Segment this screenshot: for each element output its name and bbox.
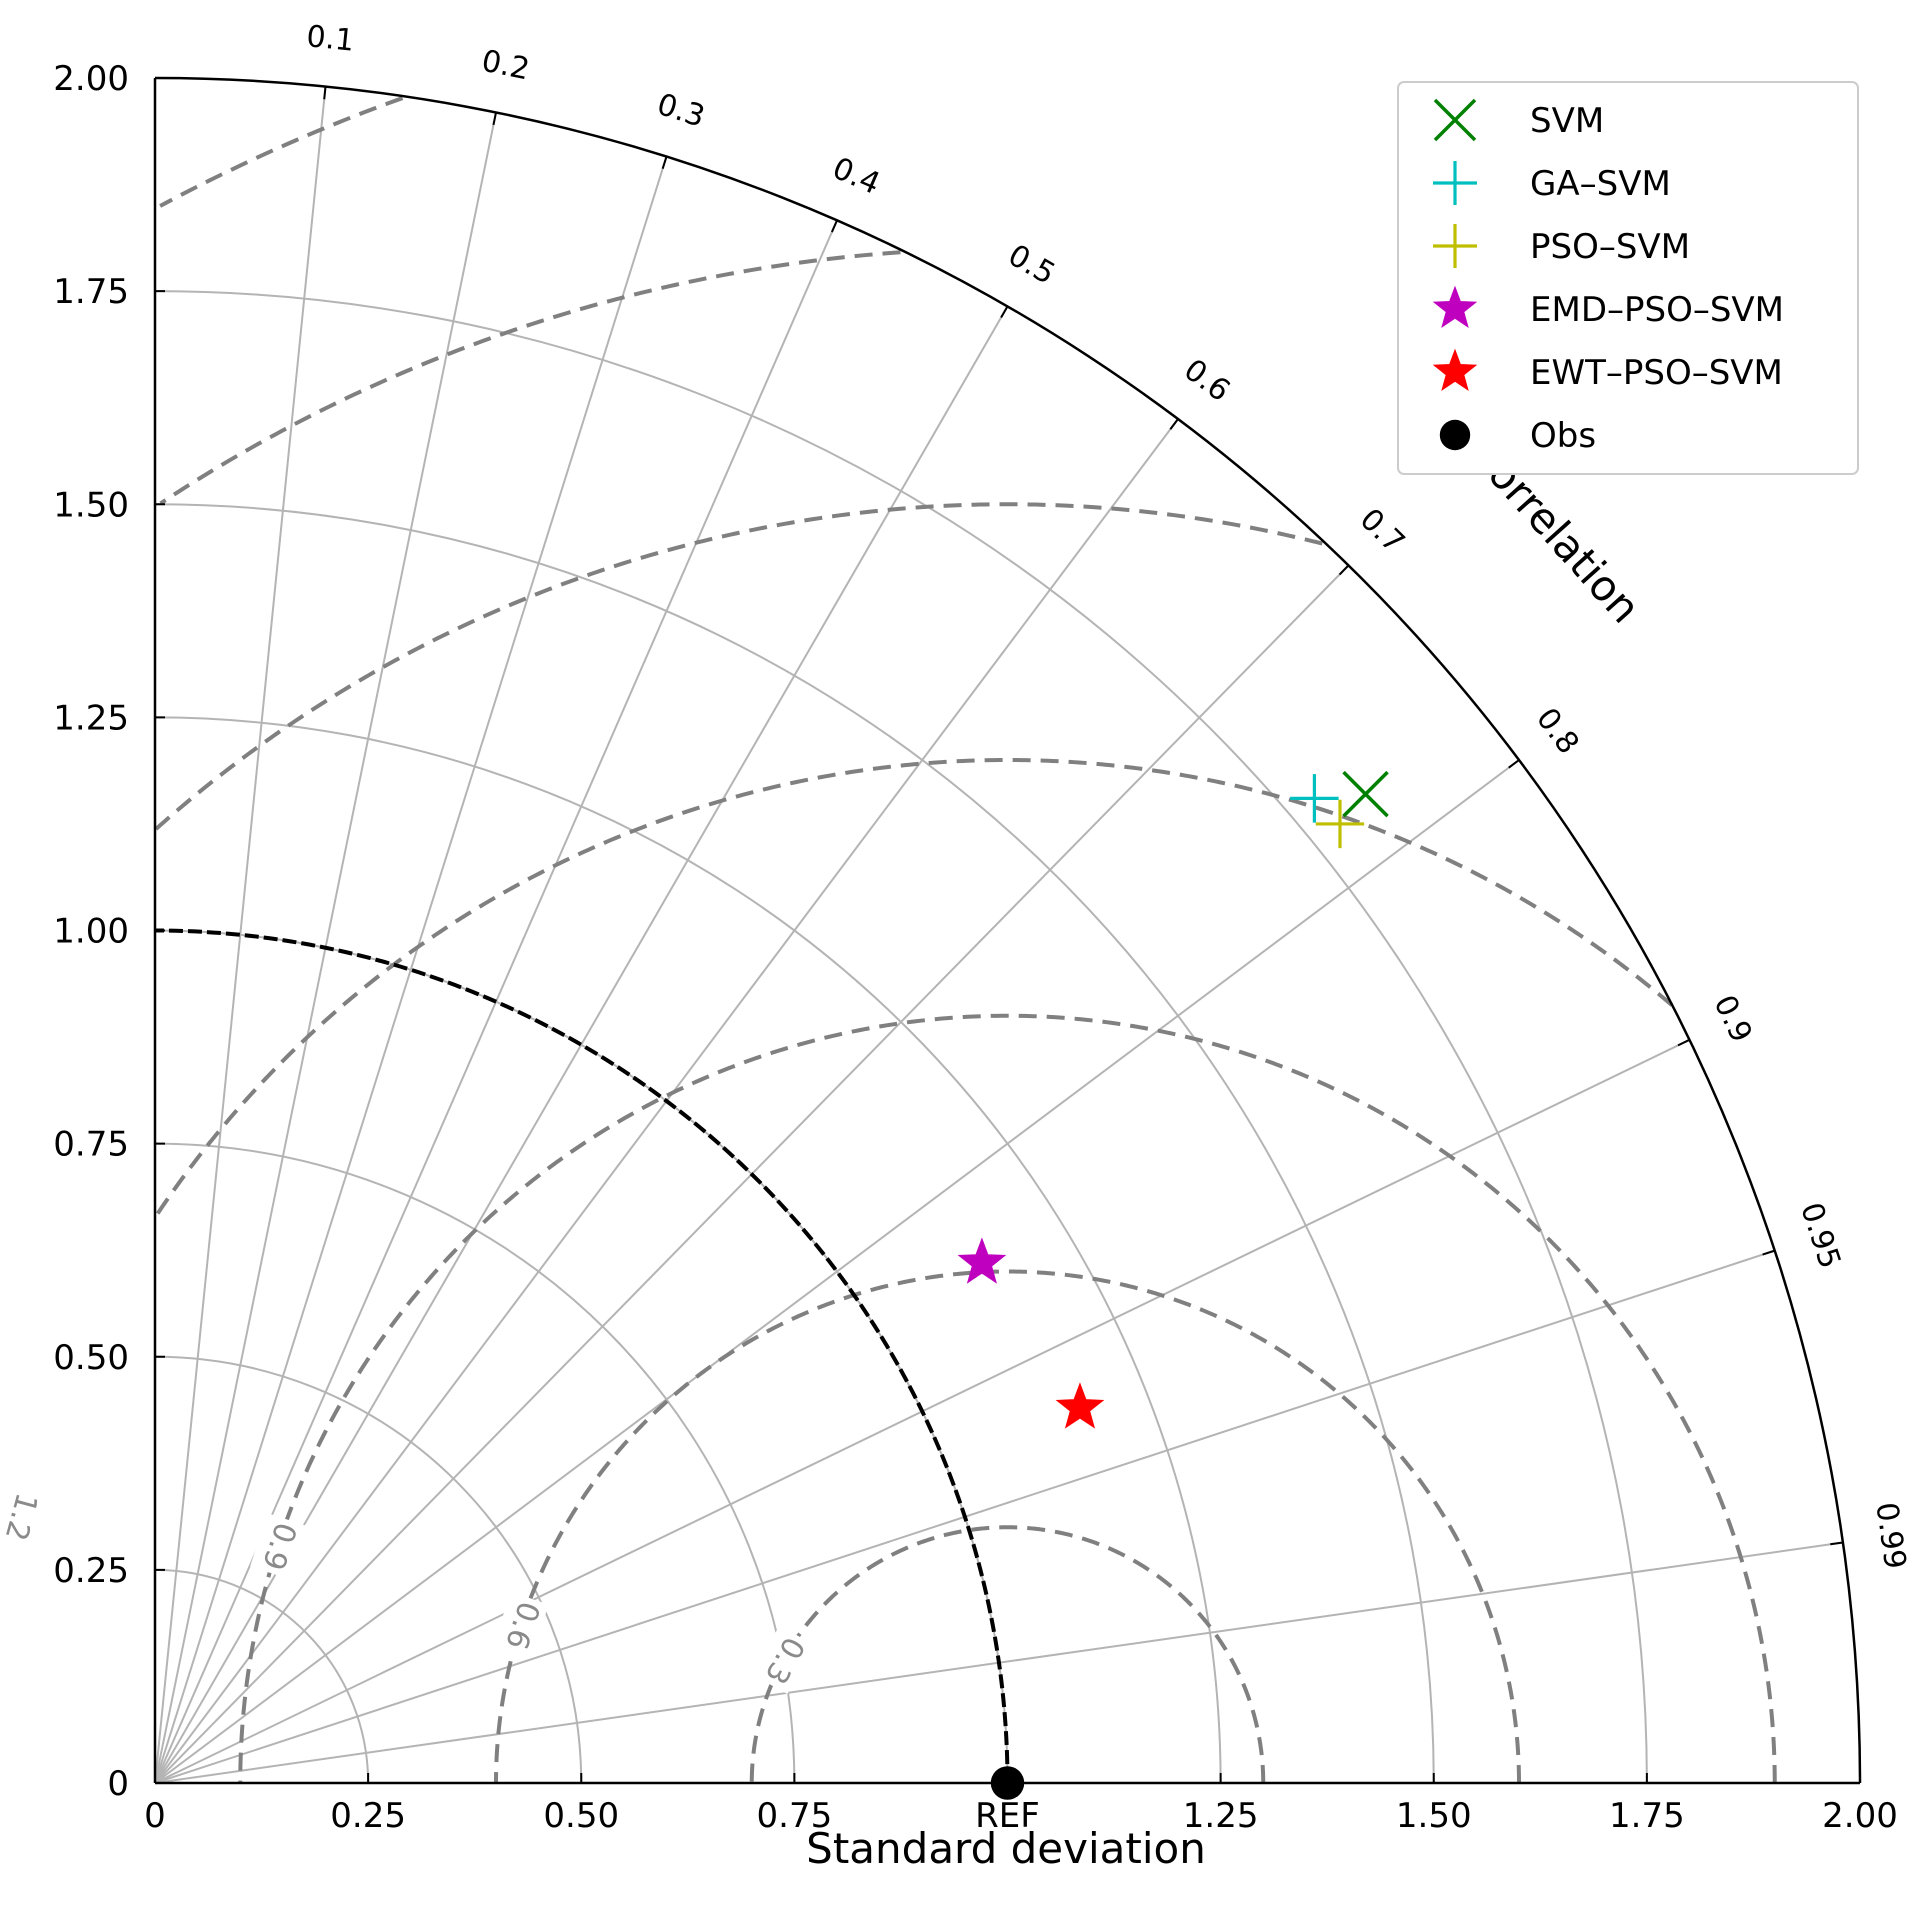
legend-marker-+ — [1433, 161, 1477, 205]
rms-label-background — [250, 1513, 306, 1579]
legend-marker-star — [1432, 285, 1478, 328]
y-tick-label: 1.50 — [53, 485, 129, 525]
legend-marker-x — [1433, 98, 1477, 142]
y-tick-label: 0.75 — [53, 1125, 129, 1165]
x-tick-label: 1.75 — [1609, 1796, 1685, 1836]
data-point-+ — [1315, 799, 1365, 849]
y-tick-label: 1.75 — [53, 272, 129, 312]
data-point-star — [1055, 1382, 1105, 1429]
correlation-tick-label: 0.5 — [1002, 238, 1061, 292]
correlation-tick — [1169, 418, 1179, 430]
rms-label-background — [752, 1625, 815, 1694]
legend-label: SVM — [1530, 101, 1604, 141]
data-point-star — [957, 1237, 1007, 1284]
legend-label: EMD–PSO–SVM — [1530, 290, 1784, 330]
outer-arc — [154, 76, 1862, 1784]
rms-contours — [155, 96, 1777, 1783]
correlation-grid-line — [154, 156, 668, 1784]
data-point-x — [1342, 770, 1389, 818]
correlation-tick-label: 0.99 — [1868, 1500, 1912, 1571]
correlation-tick — [1338, 564, 1350, 576]
legend-label: PSO–SVM — [1530, 227, 1690, 267]
x-tick-label: 1.50 — [1396, 1796, 1472, 1836]
x-tick-label: 2.00 — [1822, 1796, 1898, 1836]
legend-marker-+ — [1433, 224, 1477, 268]
data-point-+ — [1290, 774, 1339, 823]
rms-contour — [749, 1525, 1266, 1783]
correlation-grid-line — [154, 86, 327, 1784]
std-grid-arcs — [154, 290, 1648, 1784]
correlation-tick-labels: 0.1 0.2 0.3 0.4 0.5 0.6 0.7 0.8 0.9 0.95 0.99 — [305, 19, 1913, 1571]
correlation-tick-label: 0.95 — [1793, 1198, 1847, 1272]
legend-label: EWT–PSO–SVM — [1530, 353, 1783, 393]
std-grid-arc — [154, 1568, 370, 1784]
rms-label-background — [0, 1484, 47, 1549]
y-tick-label: 0.50 — [53, 1338, 129, 1378]
std-grid-arc — [154, 716, 1222, 1784]
correlation-tick — [323, 86, 327, 100]
std-grid-arc — [154, 1355, 583, 1784]
correlation-tick-label: 0.2 — [479, 44, 533, 88]
correlation-tick-label: 0.7 — [1353, 502, 1412, 560]
correlation-tick-label: 0.4 — [827, 151, 885, 202]
y-tick-label: 0.25 — [53, 1551, 129, 1591]
correlation-tick — [1508, 759, 1520, 769]
rms-contour — [155, 757, 1674, 1216]
y-tick-label: 2.00 — [53, 59, 129, 99]
correlation-tick — [492, 112, 497, 126]
correlation-tick-label: 0.6 — [1177, 352, 1236, 409]
x-tick-label: 0.25 — [330, 1796, 406, 1836]
legend-marker-circle — [1439, 419, 1471, 451]
legend-marker-star — [1432, 348, 1478, 391]
data-point-circle — [990, 1766, 1025, 1800]
std-grid-arc — [154, 1142, 796, 1784]
reference-std-arc — [154, 928, 1010, 1784]
correlation-tick — [830, 219, 838, 233]
correlation-tick — [1677, 1038, 1690, 1047]
correlation-tick — [1762, 1249, 1776, 1256]
x-axis-title: Standard deviation — [806, 1824, 1206, 1873]
axis-ticks: 0 0.25 0.50 0.75 REF 1.25 1.50 1.75 2.00 0 0.25 0.5… — [53, 59, 1898, 1836]
legend-box — [1397, 81, 1859, 475]
data-points — [957, 770, 1389, 1800]
y-tick-label: 1.00 — [53, 912, 129, 952]
legend-label: GA–SVM — [1530, 164, 1671, 204]
legend: SVM GA–SVM PSO–SVM EMD–PSO–SVM EWT–PSO–SVM Ob… — [1397, 81, 1859, 475]
correlation-tick-label: 0.1 — [305, 19, 356, 59]
y-tick-label: 0 — [107, 1764, 129, 1804]
rms-label-background — [493, 1592, 549, 1658]
x-tick-label: REF — [975, 1796, 1040, 1836]
legend-label: Obs — [1530, 416, 1596, 456]
x-tick-label: 0.75 — [757, 1796, 833, 1836]
std-grid-arc — [154, 503, 1435, 1784]
y-tick-label: 1.25 — [53, 698, 129, 738]
correlation-tick — [1830, 1541, 1844, 1546]
correlation-tick-label: 0.8 — [1529, 702, 1586, 761]
correlation-tick-label: 0.9 — [1706, 990, 1758, 1048]
rms-contour — [159, 250, 901, 506]
x-tick-label: 0 — [144, 1796, 166, 1836]
reference-std-arc — [154, 928, 1010, 1784]
correlation-tick-label: 0.3 — [653, 87, 709, 135]
rms-contour — [155, 502, 1323, 831]
rms-contour — [238, 1013, 1777, 1783]
correlation-grid-line — [154, 759, 1520, 1784]
correlation-tick — [1000, 305, 1009, 319]
correlation-tick — [661, 156, 668, 170]
x-tick-label: 0.50 — [543, 1796, 619, 1836]
rms-contour — [494, 1269, 1521, 1783]
rms-contour — [159, 96, 404, 208]
std-grid-arc — [154, 290, 1648, 1784]
x-tick-label: 1.25 — [1183, 1796, 1259, 1836]
